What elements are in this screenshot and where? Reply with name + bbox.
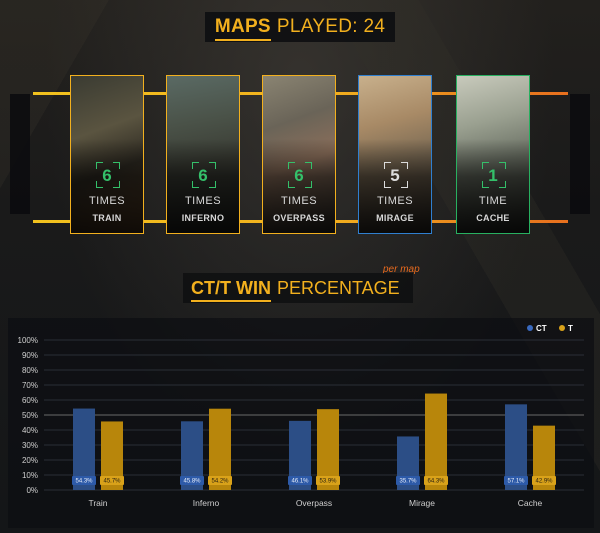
y-tick-label: 70% <box>22 381 38 390</box>
value-label: 57.1% <box>507 479 525 485</box>
left-side-block <box>10 94 30 214</box>
x-tick-label: Cache <box>518 498 543 508</box>
map-card-mirage[interactable]: 5 TIMES MIRAGE <box>358 75 432 234</box>
value-label: 64.3% <box>427 479 445 485</box>
map-name: MIRAGE <box>376 213 414 223</box>
y-tick-label: 100% <box>18 336 38 345</box>
y-tick-label: 80% <box>22 366 38 375</box>
y-tick-label: 60% <box>22 396 38 405</box>
bar-t <box>101 421 123 490</box>
count-frame <box>482 162 506 188</box>
right-side-block <box>570 94 590 214</box>
legend-marker-ct <box>527 325 533 331</box>
maps-played-header: MAPS PLAYED: 24 <box>205 12 395 42</box>
y-tick-label: 90% <box>22 351 38 360</box>
value-label-bg <box>208 476 232 485</box>
value-label: 35.7% <box>399 479 417 485</box>
count-frame <box>96 162 120 188</box>
map-name: CACHE <box>476 213 510 223</box>
x-tick-label: Inferno <box>193 498 220 508</box>
count-frame <box>192 162 216 188</box>
percentage-title: PERCENTAGE <box>276 278 400 298</box>
play-count-unit: TIMES <box>280 195 318 207</box>
map-card-overpass[interactable]: 6 TIMES OVERPASS <box>262 75 336 234</box>
x-tick-label: Overpass <box>296 498 332 508</box>
value-label-bg <box>180 476 204 485</box>
value-label-bg <box>424 476 448 485</box>
map-name: OVERPASS <box>273 213 325 223</box>
count-frame <box>288 162 312 188</box>
play-count-unit: TIME <box>478 195 508 207</box>
y-tick-label: 40% <box>22 426 38 435</box>
y-tick-label: 20% <box>22 456 38 465</box>
maps-title: MAPS <box>214 16 272 41</box>
played-count: PLAYED: 24 <box>276 16 386 37</box>
bar-t <box>533 425 555 490</box>
value-label-bg <box>316 476 340 485</box>
y-tick-label: 50% <box>22 411 38 420</box>
play-count: 1 <box>488 166 498 185</box>
bar-ct <box>289 420 311 490</box>
value-label: 53.9% <box>319 479 337 485</box>
map-card-inferno[interactable]: 6 TIMES INFERNO <box>166 75 240 234</box>
value-label: 54.3% <box>75 479 93 485</box>
map-card-train[interactable]: 6 TIMES TRAIN <box>70 75 144 234</box>
play-count-unit: TIMES <box>376 195 414 207</box>
per-map-subtitle: per map <box>383 264 420 275</box>
win-percentage-chart-panel: 0% 10% 20% 30% 40% 50% 60% 70% 80% 90% 100% 54.3% 45… <box>8 318 594 528</box>
win-title: CT/T WIN <box>191 278 271 302</box>
map-name: TRAIN <box>92 213 122 223</box>
play-count-unit: TIMES <box>184 195 222 207</box>
win-percentage-header: CT/T WIN PERCENTAGE <box>183 273 413 303</box>
bar-ct <box>73 408 95 490</box>
y-tick-label: 10% <box>22 471 38 480</box>
play-count: 6 <box>294 166 304 185</box>
legend-label-ct: CT <box>536 324 547 333</box>
value-label: 46.1% <box>291 479 309 485</box>
play-count: 5 <box>390 166 400 185</box>
legend-label-t: T <box>568 324 573 333</box>
value-label-bg <box>504 476 528 485</box>
x-tick-label: Mirage <box>409 498 435 508</box>
value-label: 42.9% <box>535 479 553 485</box>
value-label: 45.7% <box>103 479 121 485</box>
value-label-bg <box>532 476 556 485</box>
value-label-bg <box>288 476 312 485</box>
play-count-unit: TIMES <box>88 195 126 207</box>
value-label: 45.8% <box>183 479 201 485</box>
y-tick-label: 0% <box>26 486 38 495</box>
play-count: 6 <box>102 166 112 185</box>
value-label: 54.2% <box>211 479 229 485</box>
x-tick-label: Train <box>88 498 107 508</box>
bar-t <box>425 393 447 490</box>
value-label-bg <box>100 476 124 485</box>
win-percentage-chart: 0% 10% 20% 30% 40% 50% 60% 70% 80% 90% 100% 54.3% 45… <box>18 324 584 508</box>
bar-t <box>317 409 339 490</box>
bar-ct <box>505 404 527 490</box>
map-card-cache[interactable]: 1 TIME CACHE <box>456 75 530 234</box>
count-frame <box>384 162 408 188</box>
y-tick-label: 30% <box>22 441 38 450</box>
bar-ct <box>181 421 203 490</box>
map-name: INFERNO <box>181 213 225 223</box>
bar-t <box>209 408 231 490</box>
value-label-bg <box>396 476 420 485</box>
legend-marker-t <box>559 325 565 331</box>
value-label-bg <box>72 476 96 485</box>
play-count: 6 <box>198 166 208 185</box>
